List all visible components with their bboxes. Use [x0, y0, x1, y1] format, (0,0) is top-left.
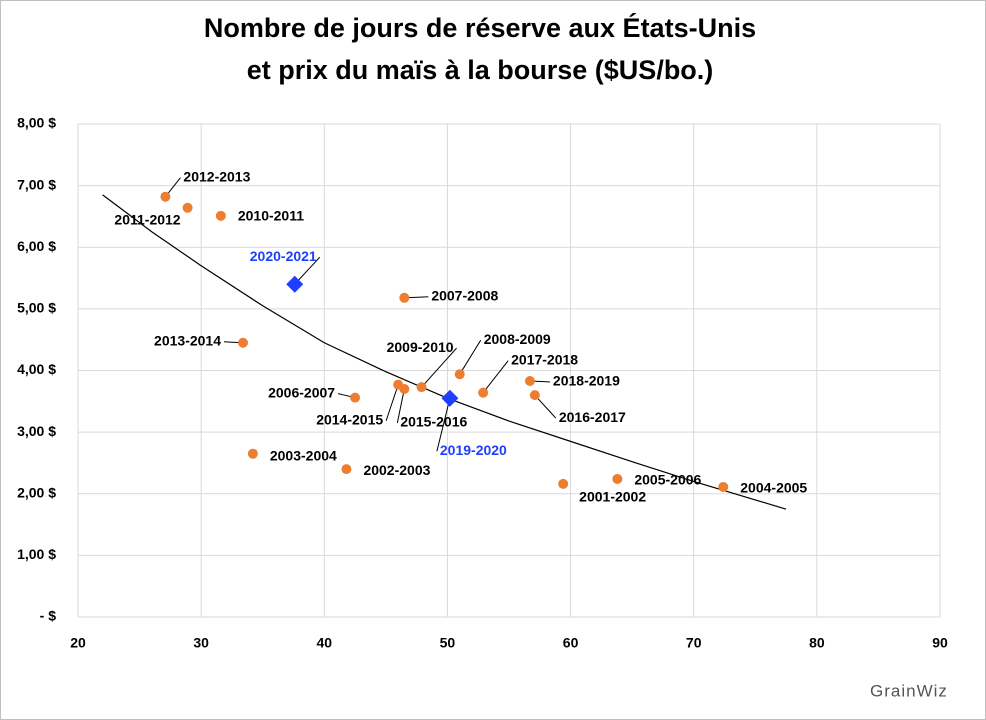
point-label: 2006-2007 [268, 384, 335, 400]
leader-line [436, 398, 451, 452]
leader-line [534, 394, 557, 419]
data-point [612, 473, 623, 484]
x-tick-label: 40 [316, 635, 332, 651]
point-label: 2015-2016 [400, 414, 467, 430]
point-label: 2017-2018 [511, 351, 578, 367]
data-point [529, 390, 540, 401]
x-tick-label: 80 [809, 635, 825, 651]
data-point [399, 383, 410, 394]
point-label: 2012-2013 [183, 168, 250, 184]
point-label: 2007-2008 [431, 287, 498, 303]
y-tick-label: 3,00 $ [17, 423, 56, 439]
y-tick-label: - $ [40, 608, 57, 624]
y-tick-label: 6,00 $ [17, 238, 56, 254]
leader-line [459, 339, 482, 375]
data-point [215, 210, 226, 221]
leader-line [294, 256, 321, 285]
data-point [247, 448, 258, 459]
point-label: 2001-2002 [579, 489, 646, 505]
leader-line [165, 177, 181, 198]
data-point [416, 382, 427, 393]
data-point [286, 275, 304, 293]
point-label: 2011-2012 [114, 212, 180, 228]
x-tick-label: 60 [563, 635, 579, 651]
point-label: 2010-2011 [238, 208, 304, 224]
point-label: 2013-2014 [154, 332, 221, 348]
point-label: 2016-2017 [559, 409, 626, 425]
leader-line [482, 360, 509, 393]
point-label: 2004-2005 [740, 480, 807, 496]
x-tick-label: 30 [193, 635, 209, 651]
point-label: 2003-2004 [270, 447, 337, 463]
point-label: 2019-2020 [440, 442, 507, 458]
point-label: 2014-2015 [316, 411, 383, 427]
leader-line [404, 296, 429, 299]
logo: GrainWiz [870, 681, 948, 700]
data-point [524, 375, 535, 386]
y-tick-label: 2,00 $ [17, 484, 56, 500]
y-tick-label: 4,00 $ [17, 361, 56, 377]
data-point [454, 369, 465, 380]
data-point [182, 202, 193, 213]
point-label: 2020-2021 [250, 248, 317, 264]
leader-line [396, 388, 405, 424]
x-tick-label: 90 [932, 635, 948, 651]
y-tick-label: 1,00 $ [17, 546, 56, 562]
point-label: 2008-2009 [484, 331, 551, 347]
y-tick-label: 7,00 $ [17, 176, 56, 192]
data-point [238, 337, 249, 348]
point-label: 2002-2003 [363, 462, 430, 478]
data-point [718, 481, 729, 492]
leader-line [421, 347, 457, 388]
y-tick-label: 8,00 $ [17, 115, 56, 131]
data-point [341, 464, 352, 475]
data-point [558, 478, 569, 489]
data-point [350, 392, 361, 403]
x-tick-label: 70 [686, 635, 702, 651]
data-point [160, 191, 171, 202]
y-tick-label: 5,00 $ [17, 300, 56, 316]
chart-title: Nombre de jours de réserve aux États-Uni… [204, 12, 756, 43]
point-label: 2009-2010 [387, 339, 454, 355]
leader-line [385, 384, 399, 421]
data-point [478, 387, 489, 398]
chart-title: et prix du maïs à la bourse ($US/bo.) [247, 55, 714, 85]
x-tick-label: 50 [440, 635, 456, 651]
x-tick-label: 20 [70, 635, 86, 651]
point-label: 2005-2006 [634, 472, 701, 488]
trendline [102, 194, 787, 510]
data-point [441, 389, 459, 407]
data-point [399, 292, 410, 303]
point-label: 2018-2019 [553, 373, 620, 389]
